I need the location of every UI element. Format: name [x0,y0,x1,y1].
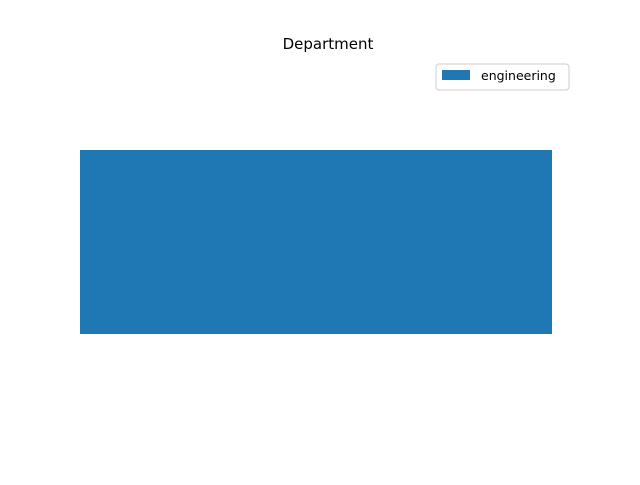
bars-layer [80,150,552,334]
legend-swatch [442,70,470,80]
bar-engineering [80,150,552,334]
legend-label: engineering [481,68,556,83]
legend-items: engineering [442,68,556,83]
chart-title: Department [283,35,374,53]
chart-legend: engineering [435,63,570,91]
